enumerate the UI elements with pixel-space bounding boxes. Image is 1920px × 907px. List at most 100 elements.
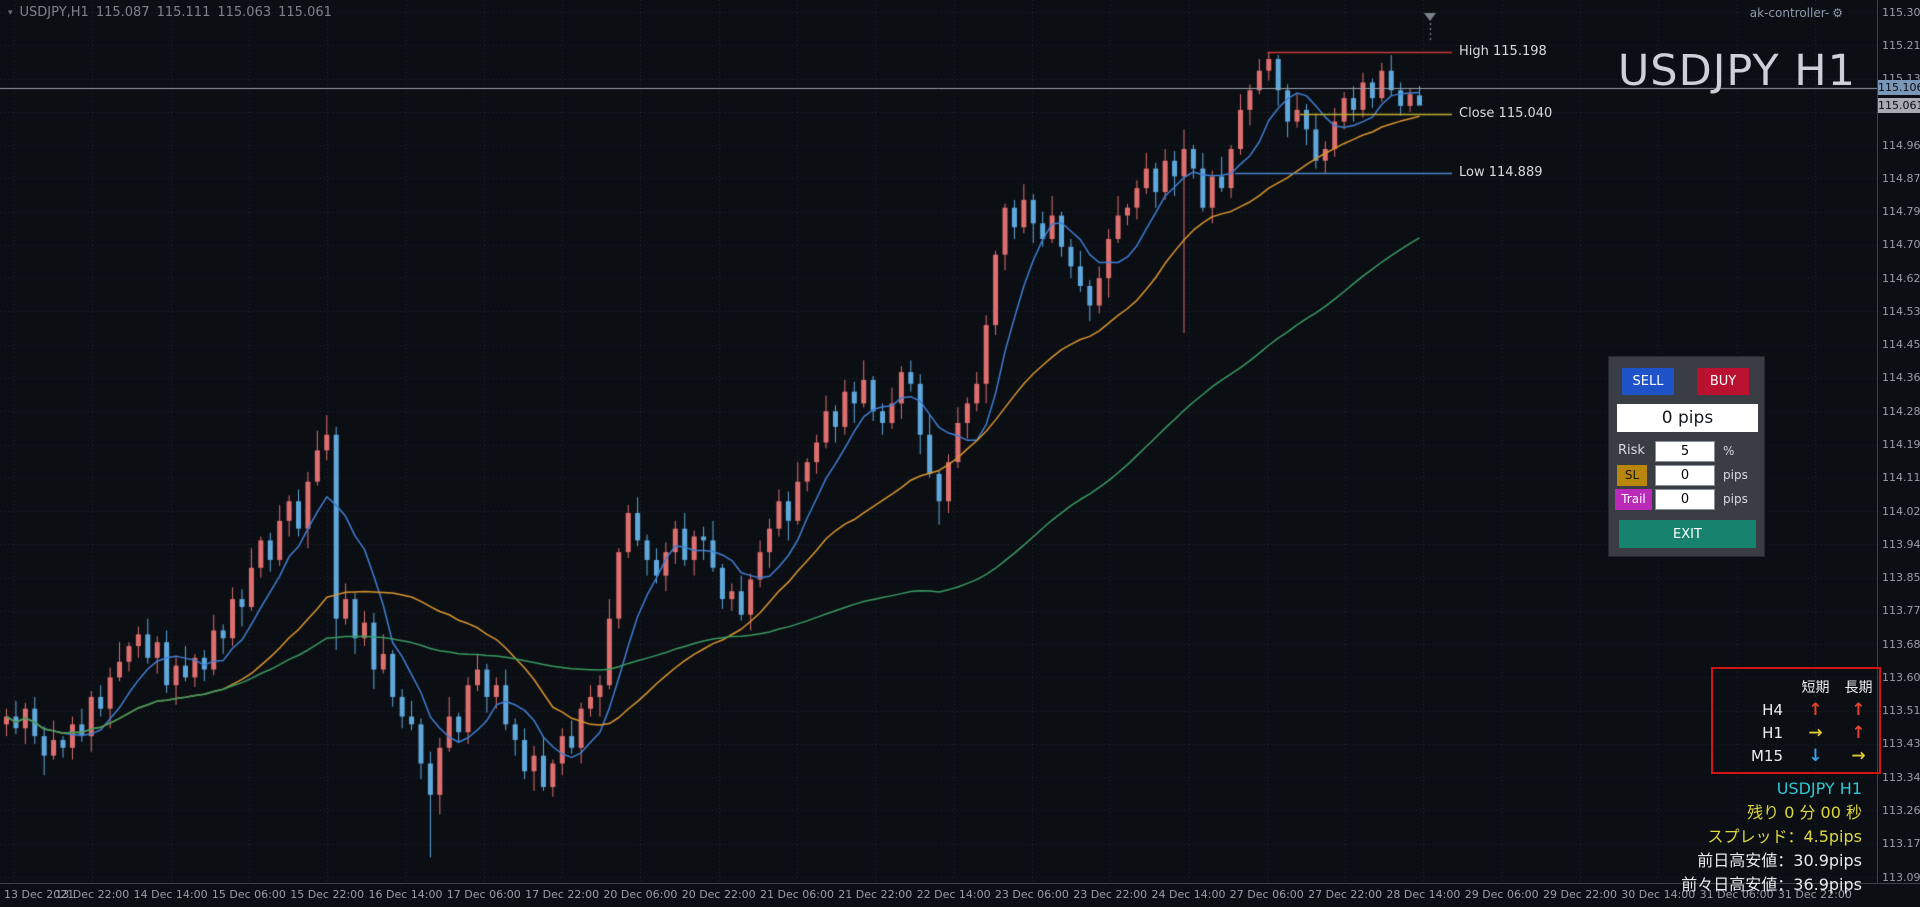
quote-close: 115.061 bbox=[278, 5, 332, 20]
info-prev2-day-range: 前々日高安値：36.9pips bbox=[1681, 875, 1862, 894]
price-axis-label: 114.025 bbox=[1882, 504, 1920, 518]
ask-price-badge: 115.106 bbox=[1878, 80, 1920, 96]
level-annotation-low: Low 114.889 bbox=[1459, 164, 1543, 180]
exit-button[interactable]: EXIT bbox=[1619, 520, 1756, 548]
risk-row: Risk % bbox=[1609, 441, 1764, 462]
quote-high: 115.111 bbox=[156, 5, 211, 20]
risk-unit: % bbox=[1723, 444, 1735, 458]
info-spread: スプレッド：4.5pips bbox=[1707, 827, 1862, 846]
price-axis-label: 114.280 bbox=[1882, 404, 1920, 418]
time-axis-label: 15 Dec 22:00 bbox=[290, 888, 365, 901]
price-axis-label: 114.535 bbox=[1882, 304, 1920, 318]
trend-arrow-long: ↑ bbox=[1851, 699, 1866, 720]
info-timer: 残り 0 分 00 秒 bbox=[1747, 803, 1862, 822]
trail-label: Trail bbox=[1615, 489, 1652, 510]
trend-box: 短期 長期 H4 ↑ ↑ H1 → ↑ M15 ↓ → bbox=[1711, 667, 1881, 774]
risk-label: Risk bbox=[1618, 443, 1645, 458]
price-axis[interactable]: 115.300115.215115.130114.960114.875114.7… bbox=[1877, 0, 1920, 884]
price-axis-label: 115.300 bbox=[1882, 5, 1920, 19]
price-axis-label: 114.195 bbox=[1882, 438, 1920, 451]
time-axis-label: 20 Dec 06:00 bbox=[603, 888, 678, 901]
info-panel: USDJPY H1 残り 0 分 00 秒 スプレッド：4.5pips 前日高安… bbox=[1681, 777, 1862, 897]
sell-button[interactable]: SELL bbox=[1622, 368, 1674, 395]
time-axis-label: 24 Dec 14:00 bbox=[1151, 888, 1226, 901]
sl-row: SL pips bbox=[1609, 465, 1764, 486]
price-axis-label: 113.515 bbox=[1882, 704, 1920, 718]
time-axis-label: 31 Dec 06:00 bbox=[1699, 888, 1774, 901]
time-axis-label: 17 Dec 06:00 bbox=[446, 888, 521, 901]
trend-row-label: H4 bbox=[1762, 700, 1783, 719]
sl-unit: pips bbox=[1723, 468, 1748, 482]
trade-panel: SELL BUY 0 pips Risk % SL pips Trail pip… bbox=[1608, 356, 1765, 557]
price-axis-label: 113.855 bbox=[1882, 571, 1920, 585]
price-axis-label: 113.090 bbox=[1882, 870, 1920, 884]
trend-row-label: H1 bbox=[1762, 723, 1783, 742]
price-axis-label: 113.770 bbox=[1882, 604, 1920, 618]
trail-row: Trail pips bbox=[1609, 489, 1764, 510]
time-axis-label: 28 Dec 14:00 bbox=[1386, 888, 1461, 901]
chart-watermark: USDJPY H1 bbox=[1617, 46, 1856, 96]
quote-low: 115.063 bbox=[217, 5, 272, 20]
price-axis-label: 115.215 bbox=[1882, 38, 1920, 52]
trend-arrow-long: → bbox=[1851, 745, 1866, 766]
time-axis-label: 17 Dec 22:00 bbox=[525, 888, 600, 901]
time-axis-label: 21 Dec 06:00 bbox=[760, 888, 834, 901]
time-axis-label: 22 Dec 14:00 bbox=[916, 888, 991, 901]
time-axis[interactable]: 13 Dec 2021 13 Dec 22:00 14 Dec 14:00 15 De… bbox=[0, 883, 1920, 907]
trail-unit: pips bbox=[1723, 492, 1748, 506]
price-axis-label: 113.940 bbox=[1882, 537, 1920, 551]
price-axis-label: 113.345 bbox=[1882, 770, 1920, 784]
price-axis-label: 114.620 bbox=[1882, 271, 1920, 285]
time-axis-label: 27 Dec 22:00 bbox=[1308, 888, 1383, 901]
time-axis-label: 29 Dec 06:00 bbox=[1464, 888, 1539, 901]
price-axis-label: 113.260 bbox=[1882, 803, 1920, 817]
risk-input[interactable] bbox=[1655, 441, 1715, 462]
price-axis-label: 114.705 bbox=[1882, 238, 1920, 252]
time-axis-label: 31 Dec 22:00 bbox=[1777, 888, 1852, 901]
level-annotation-high: High 115.198 bbox=[1459, 43, 1547, 59]
price-axis-label: 114.450 bbox=[1882, 338, 1920, 352]
trend-col-short-label: 短期 bbox=[1801, 679, 1830, 696]
gear-icon[interactable]: ⚙ bbox=[1832, 6, 1843, 20]
time-axis-label: 23 Dec 22:00 bbox=[1073, 888, 1148, 901]
price-axis-label: 114.960 bbox=[1882, 138, 1920, 152]
time-axis-label: 20 Dec 22:00 bbox=[681, 888, 756, 901]
time-axis-label: 29 Dec 22:00 bbox=[1543, 888, 1617, 901]
trend-arrow-long: ↑ bbox=[1851, 722, 1866, 743]
bid-price-badge: 115.061 bbox=[1878, 98, 1920, 114]
price-axis-label: 114.110 bbox=[1882, 471, 1920, 485]
price-axis-label: 113.430 bbox=[1882, 737, 1920, 751]
trend-arrow-short: ↓ bbox=[1808, 745, 1823, 766]
trend-col-long-label: 長期 bbox=[1844, 679, 1873, 696]
time-axis-label: 13 Dec 2021 bbox=[4, 888, 75, 901]
buy-button[interactable]: BUY bbox=[1697, 368, 1749, 395]
price-chart-canvas[interactable] bbox=[0, 0, 1877, 883]
quote-line: ▾ USDJPY,H1 115.087 115.111 115.063 115.… bbox=[8, 5, 332, 20]
level-annotation-close: Close 115.040 bbox=[1459, 105, 1553, 121]
time-axis-label: 14 Dec 14:00 bbox=[133, 888, 208, 901]
sl-input[interactable] bbox=[1655, 465, 1715, 486]
price-axis-label: 114.875 bbox=[1882, 171, 1920, 185]
price-axis-label: 114.365 bbox=[1882, 371, 1920, 385]
time-axis-label: 21 Dec 22:00 bbox=[838, 888, 913, 901]
price-axis-label: 114.790 bbox=[1882, 205, 1920, 219]
pips-display: 0 pips bbox=[1617, 404, 1758, 432]
time-axis-label: 27 Dec 06:00 bbox=[1229, 888, 1304, 901]
ea-controller-label[interactable]: ak-controller- ⚙ bbox=[1750, 6, 1843, 20]
symbol-marker-icon: ▾ bbox=[8, 7, 13, 18]
sl-label: SL bbox=[1617, 465, 1647, 486]
quote-open: 115.087 bbox=[95, 5, 150, 20]
price-axis-label: 113.600 bbox=[1882, 670, 1920, 684]
price-axis-label: 113.175 bbox=[1882, 837, 1920, 851]
time-axis-label: 15 Dec 06:00 bbox=[211, 888, 286, 901]
symbol-period-label: USDJPY,H1 bbox=[19, 5, 89, 20]
info-symbol: USDJPY H1 bbox=[1776, 779, 1862, 798]
trail-input[interactable] bbox=[1655, 489, 1715, 510]
trend-arrow-short: → bbox=[1808, 722, 1823, 743]
info-prev-day-range: 前日高安値：30.9pips bbox=[1697, 851, 1862, 870]
trend-row-label: M15 bbox=[1750, 746, 1783, 765]
trend-arrow-short: ↑ bbox=[1808, 699, 1823, 720]
time-axis-label: 23 Dec 06:00 bbox=[994, 888, 1069, 901]
time-axis-label: 16 Dec 14:00 bbox=[368, 888, 443, 901]
